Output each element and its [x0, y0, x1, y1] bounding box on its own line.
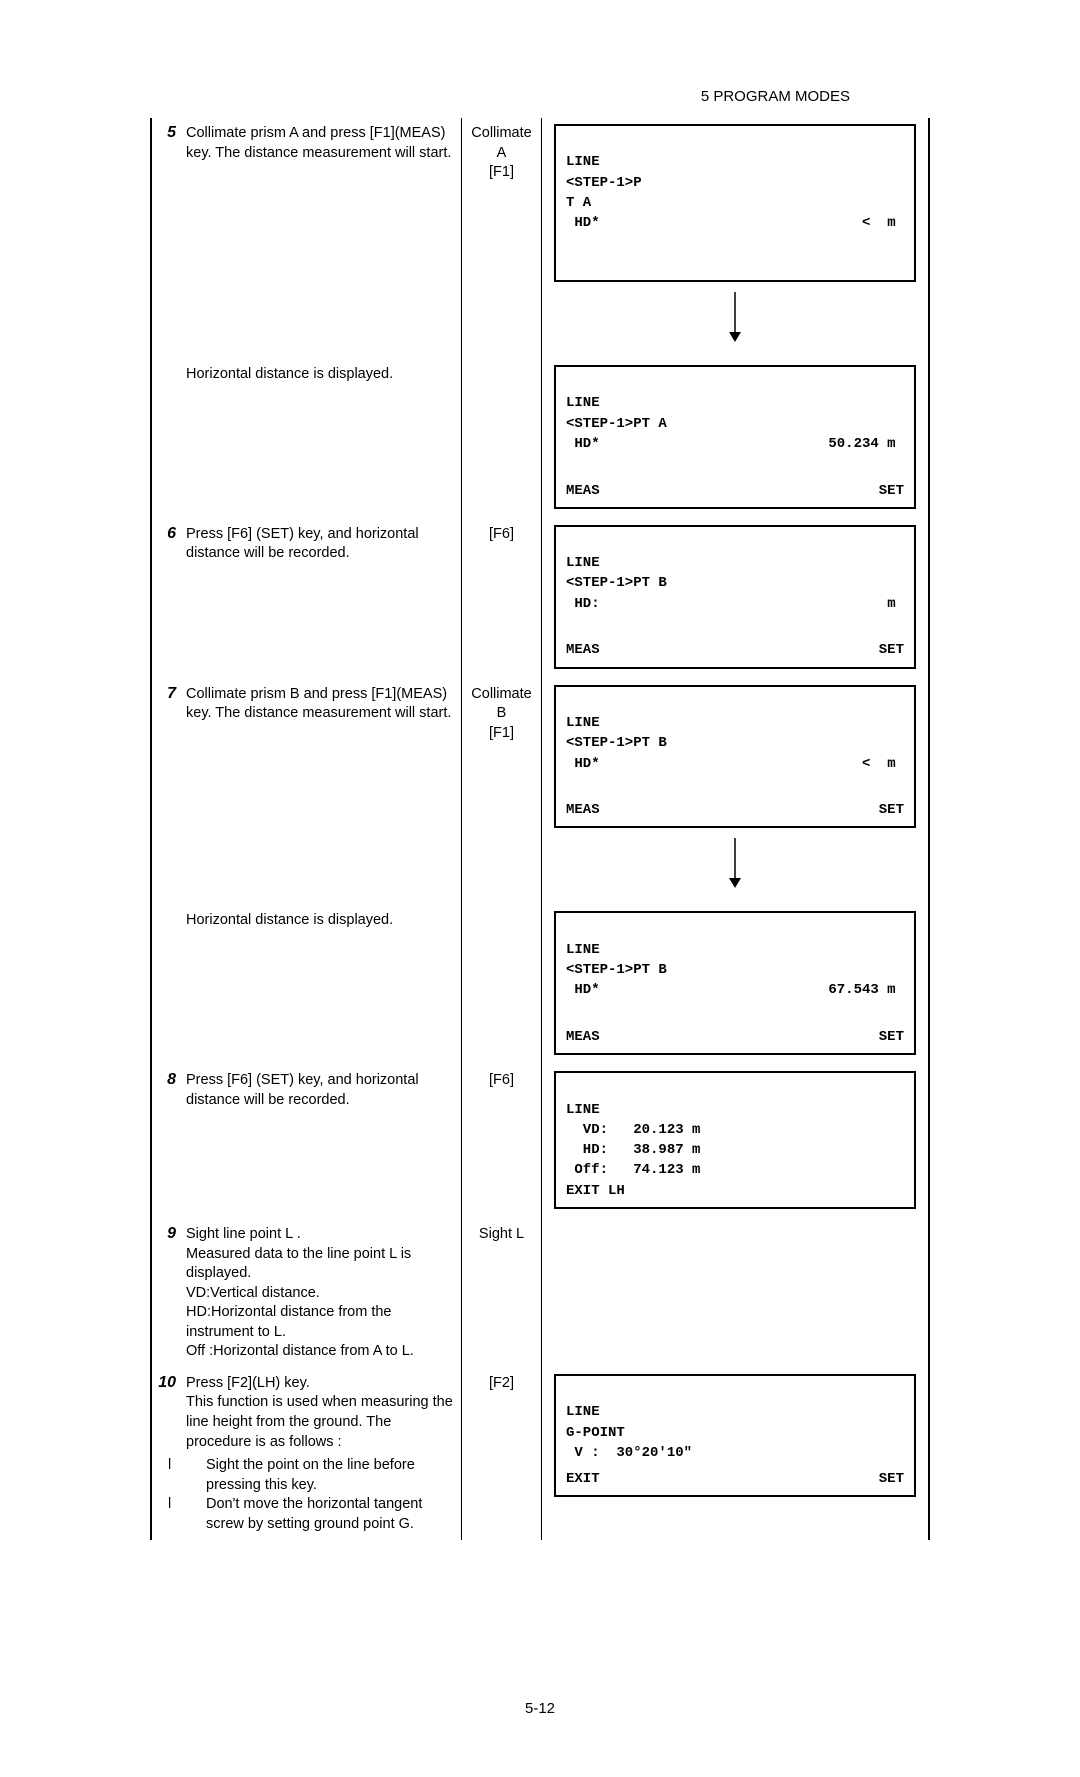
screen-line: <STEP-1>PT B	[566, 575, 667, 591]
table-row: Horizontal distance is displayed. LINE <…	[152, 905, 928, 1065]
screen-label: HD*	[566, 213, 600, 233]
step-number: 7	[152, 679, 182, 906]
screen-line: LINE	[566, 395, 600, 411]
screen-label: HD*	[566, 754, 600, 774]
step-description: Collimate prism B and press [F1](MEAS) k…	[182, 679, 462, 906]
bullet-list: Sight the point on the line before press…	[186, 1456, 453, 1534]
lcd-screen: LINE VD: 20.123 m HD: 38.987 m Off: 74.1…	[554, 1071, 916, 1209]
screen-line: <STEP-1>PT B	[566, 735, 667, 751]
lcd-screen: LINE <STEP-1>PT B HD* < m MEAS SET	[554, 685, 916, 829]
flow-arrow	[554, 286, 916, 353]
screen-line: G-POINT	[566, 1425, 625, 1441]
screen-line: Off: 74.123 m	[566, 1162, 700, 1178]
table-row: Horizontal distance is displayed. LINE <…	[152, 359, 928, 519]
key-action	[462, 359, 542, 519]
key-action	[462, 905, 542, 1065]
arrow-down-icon	[725, 292, 745, 342]
step-description: Press [F2](LH) key. This function is use…	[182, 1368, 462, 1541]
softkey-meas: MEAS	[566, 640, 600, 660]
screen-value: 67.543 m	[828, 980, 904, 1000]
flow-arrow	[554, 832, 916, 899]
procedure-table: 5 Collimate prism A and press [F1](MEAS)…	[150, 118, 930, 1540]
key-action: Sight L	[462, 1219, 542, 1368]
step-number: 10	[152, 1368, 182, 1541]
screen-value: < m	[862, 754, 904, 774]
screen-line: LINE	[566, 942, 600, 958]
softkey-set: SET	[879, 481, 904, 501]
step-number	[152, 905, 182, 1065]
softkey-meas: MEAS	[566, 481, 600, 501]
lcd-screen: LINE <STEP-1>P T A HD* < m	[554, 124, 916, 282]
screen-value: m	[887, 594, 904, 614]
key-action: [F6]	[462, 1065, 542, 1219]
table-row: 9 Sight line point L . Measured data to …	[152, 1219, 928, 1368]
step-description: Horizontal distance is displayed.	[182, 905, 462, 1065]
table-row: 7 Collimate prism B and press [F1](MEAS)…	[152, 679, 928, 906]
display-column: LINE <STEP-1>P T A HD* < m	[542, 118, 928, 359]
display-column: LINE <STEP-1>PT A HD* 50.234 m MEAS SET	[542, 359, 928, 519]
table-row: 5 Collimate prism A and press [F1](MEAS)…	[152, 118, 928, 359]
step-number: 9	[152, 1219, 182, 1368]
key-action: [F2]	[462, 1368, 542, 1541]
page-number: 5-12	[150, 1700, 930, 1717]
page-container: 5 PROGRAM MODES 5 Collimate prism A and …	[0, 0, 1080, 1777]
softkey-set: SET	[879, 800, 904, 820]
softkey-set: SET	[879, 640, 904, 660]
screen-label: HD:	[566, 594, 600, 614]
step-description: Press [F6] (SET) key, and horizontal dis…	[182, 519, 462, 679]
list-item: Sight the point on the line before press…	[186, 1456, 453, 1495]
display-column: LINE VD: 20.123 m HD: 38.987 m Off: 74.1…	[542, 1065, 928, 1219]
screen-line: LINE	[566, 715, 600, 731]
table-row: 10 Press [F2](LH) key. This function is …	[152, 1368, 928, 1541]
screen-line: V : 30°20'10"	[566, 1445, 692, 1461]
softkey-set: SET	[879, 1027, 904, 1047]
step-description: Collimate prism A and press [F1](MEAS) k…	[182, 118, 462, 359]
step-description: Horizontal distance is displayed.	[182, 359, 462, 519]
screen-line: T A	[566, 195, 591, 211]
screen-line: LINE	[566, 1404, 600, 1420]
step-number: 5	[152, 118, 182, 359]
display-column: LINE <STEP-1>PT B HD* 67.543 m MEAS SET	[542, 905, 928, 1065]
step-number	[152, 359, 182, 519]
step-desc-text: Press [F2](LH) key. This function is use…	[186, 1375, 453, 1450]
step-description: Press [F6] (SET) key, and horizontal dis…	[182, 1065, 462, 1219]
display-column: LINE G-POINT V : 30°20'10" EXIT SET	[542, 1368, 928, 1541]
key-action: Collimate A [F1]	[462, 118, 542, 359]
softkey-meas: MEAS	[566, 1027, 600, 1047]
lcd-screen: LINE G-POINT V : 30°20'10" EXIT SET	[554, 1374, 916, 1497]
section-header: 5 PROGRAM MODES	[701, 88, 850, 105]
table-row: 6 Press [F6] (SET) key, and horizontal d…	[152, 519, 928, 679]
key-action: [F6]	[462, 519, 542, 679]
screen-label: HD*	[566, 980, 600, 1000]
screen-line: <STEP-1>PT B	[566, 962, 667, 978]
screen-line: LINE	[566, 154, 600, 170]
key-action: Collimate B [F1]	[462, 679, 542, 906]
step-number: 8	[152, 1065, 182, 1219]
screen-label: HD*	[566, 434, 600, 454]
display-column: LINE <STEP-1>PT B HD* < m MEAS SET	[542, 679, 928, 906]
softkey-meas: MEAS	[566, 800, 600, 820]
softkey-exit: EXIT	[566, 1469, 600, 1489]
softkey-set: SET	[879, 1469, 904, 1489]
list-item: Don't move the horizontal tangent screw …	[186, 1495, 453, 1534]
lcd-screen: LINE <STEP-1>PT B HD* 67.543 m MEAS SET	[554, 911, 916, 1055]
arrow-down-icon	[725, 838, 745, 888]
screen-value: 50.234 m	[828, 434, 904, 454]
display-column	[542, 1219, 928, 1368]
screen-line: <STEP-1>PT A	[566, 416, 667, 432]
table-row: 8 Press [F6] (SET) key, and horizontal d…	[152, 1065, 928, 1219]
display-column: LINE <STEP-1>PT B HD: m MEAS SET	[542, 519, 928, 679]
screen-line: HD: 38.987 m	[566, 1142, 700, 1158]
screen-line: <STEP-1>P	[566, 175, 642, 191]
lcd-screen: LINE <STEP-1>PT B HD: m MEAS SET	[554, 525, 916, 669]
step-number: 6	[152, 519, 182, 679]
screen-value: < m	[862, 213, 904, 233]
screen-line: VD: 20.123 m	[566, 1122, 700, 1138]
screen-line: LINE	[566, 1102, 600, 1118]
screen-line: EXIT LH	[566, 1183, 625, 1199]
step-description: Sight line point L . Measured data to th…	[182, 1219, 462, 1368]
screen-line: LINE	[566, 555, 600, 571]
lcd-screen: LINE <STEP-1>PT A HD* 50.234 m MEAS SET	[554, 365, 916, 509]
